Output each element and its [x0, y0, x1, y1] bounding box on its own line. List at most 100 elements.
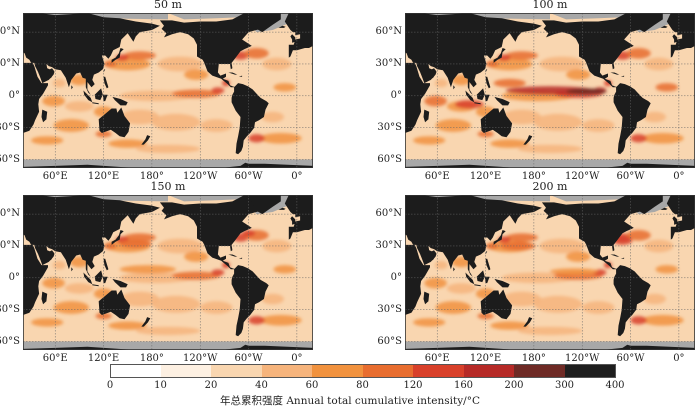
lon-label: 60°E	[42, 353, 68, 364]
land-uk	[672, 216, 678, 225]
land-iceland	[660, 207, 668, 210]
intensity-patch	[644, 57, 674, 71]
land-eurasia	[405, 13, 542, 95]
intensity-patch	[435, 119, 471, 132]
land-uk	[290, 216, 296, 225]
land-newguinea	[494, 278, 510, 288]
intensity-patch	[123, 233, 156, 242]
land-newzealand	[523, 317, 533, 327]
land-northamerica	[541, 195, 655, 270]
land-australia	[480, 107, 513, 138]
map-panel-50m: 50 m 60°N 30°N 0° 30°S 60°S 60°E 120°E 180° 120°…	[0, 0, 313, 182]
lon-label: 180°	[139, 171, 164, 182]
lon-label: 60°W	[234, 353, 263, 364]
intensity-patch	[655, 83, 679, 92]
intensity-patch	[424, 95, 447, 107]
land-uk	[672, 34, 678, 43]
land-greenland	[630, 195, 663, 215]
map-panel-100m: 100 m 60°N 30°N 0° 30°S 60°S 60°E 120°E 180° 120…	[376, 0, 695, 182]
intensity-patch	[211, 269, 225, 276]
map-frame	[405, 195, 695, 350]
lon-label: 60°E	[424, 353, 450, 364]
colorbar-tick-label: 120	[403, 380, 423, 391]
lon-label: 60°W	[616, 171, 645, 182]
lat-label: 0°	[390, 271, 402, 283]
lat-label: 60°N	[0, 26, 20, 38]
land-newzealand	[523, 135, 533, 145]
land-southamerica	[231, 83, 269, 155]
land-arabia_tip	[420, 65, 437, 84]
intensity-patch	[517, 144, 583, 154]
sea-ice	[550, 13, 631, 20]
land-iceland	[278, 207, 286, 210]
lat-label: 60°N	[0, 208, 20, 220]
colorbar-tick-label: 300	[554, 380, 575, 391]
intensity-patch	[630, 134, 647, 143]
intensity-patch	[490, 139, 529, 148]
land-europe_w	[284, 195, 313, 240]
intensity-patch	[42, 277, 65, 289]
land-philippines	[485, 76, 491, 89]
intensity-patch	[64, 101, 94, 112]
intensity-patch	[259, 133, 302, 144]
intensity-field	[413, 48, 684, 154]
lat-label: 30°N	[0, 57, 20, 69]
lat-label: 60°S	[0, 335, 20, 347]
colorbar-bin	[413, 364, 464, 378]
lat-label: 30°N	[0, 239, 20, 251]
land-cuba	[610, 254, 620, 257]
lat-label: 30°S	[377, 303, 402, 315]
intensity-patch	[434, 78, 448, 88]
intensity-patch	[643, 293, 666, 305]
land-philippines	[103, 258, 109, 271]
lon-label: 120°E	[469, 171, 502, 182]
lat-label: 60°S	[0, 153, 20, 165]
intensity-field	[31, 48, 302, 154]
land-northamerica	[159, 195, 273, 270]
intensity-patch	[490, 321, 529, 330]
intensity-patch	[123, 51, 156, 60]
lon-label: 120°E	[469, 353, 502, 364]
intensity-patch	[261, 293, 284, 305]
colorbar-title: 年总累积强度 Annual total cumulative intensity…	[220, 395, 480, 407]
land-iceland	[278, 25, 286, 28]
lon-label: 120°E	[87, 353, 120, 364]
land-iceland	[660, 25, 668, 28]
map-panel-150m: 150 m 60°N 30°N 0° 30°S 60°S 60°E 120°E 180° 120…	[0, 181, 313, 364]
colorbar-bin	[463, 364, 514, 378]
lon-label: 180°	[521, 171, 546, 182]
land-eurasia	[23, 195, 160, 277]
land-cuba	[228, 254, 238, 257]
map-frame	[23, 13, 313, 168]
land-taiwan	[485, 69, 488, 73]
lon-label: 0°	[673, 171, 685, 182]
intensity-patch	[273, 83, 297, 92]
intensity-patch	[550, 268, 599, 275]
land-srilanka	[71, 267, 73, 272]
intensity-patch	[242, 230, 256, 237]
colorbar-tick-label: 10	[154, 380, 167, 391]
intensity-patch	[566, 251, 591, 262]
intensity-patch	[566, 88, 607, 95]
lon-label: 60°W	[616, 353, 645, 364]
land-eurasia	[405, 195, 542, 277]
colorbar-bin	[564, 364, 616, 378]
land-africa	[23, 62, 48, 133]
intensity-patch	[42, 95, 65, 107]
land-japan	[493, 230, 506, 245]
intensity-patch	[643, 111, 666, 123]
lon-label: 120°E	[87, 171, 120, 182]
land-borneo	[94, 270, 103, 283]
intensity-patch	[273, 265, 297, 274]
intensity-patch	[434, 260, 448, 270]
intensity-patch	[644, 239, 674, 253]
colorbar-tick-label: 200	[504, 380, 524, 391]
lat-label: 30°S	[0, 121, 20, 133]
land-hispaniola	[238, 75, 243, 77]
colorbar-bin	[160, 364, 211, 378]
intensity-patch	[120, 109, 160, 125]
intensity-patch	[435, 301, 471, 314]
land-madagascar	[41, 291, 48, 305]
colorbar-tick-label: 400	[605, 380, 625, 391]
intensity-patch	[582, 301, 615, 314]
